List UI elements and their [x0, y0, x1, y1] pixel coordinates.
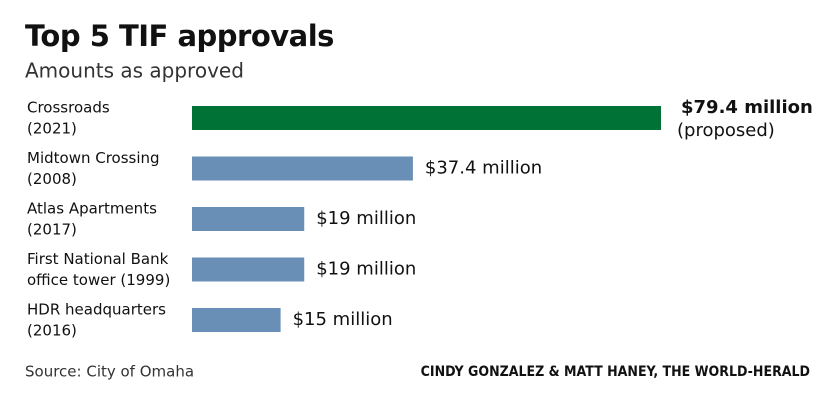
credit: CINDY GONZALEZ & MATT HANEY, THE WORLD-H… [421, 364, 810, 380]
category-label: (2017) [27, 221, 77, 239]
value-label: $15 million [293, 309, 393, 330]
source: Source: City of Omaha [25, 363, 194, 381]
category-label: (2016) [27, 322, 77, 340]
category-label: HDR headquarters [27, 301, 166, 319]
chart-title: Top 5 TIF approvals [25, 19, 334, 53]
value-label: $19 million [316, 259, 416, 280]
annotation: (proposed) [677, 120, 775, 141]
value-label: $19 million [316, 208, 416, 229]
category-label: Atlas Apartments [27, 200, 157, 218]
bar [192, 308, 281, 332]
category-label: Crossroads [27, 99, 110, 117]
category-label: (2008) [27, 170, 77, 188]
category-label: First National Bank [27, 250, 169, 268]
category-label: Midtown Crossing [27, 149, 160, 167]
bar [192, 257, 305, 282]
chart-subtitle: Amounts as approved [25, 59, 244, 83]
bar [192, 207, 305, 231]
category-label: (2021) [27, 120, 77, 138]
value-label: $79.4 million [681, 97, 813, 118]
bar [192, 106, 661, 130]
bar [192, 156, 413, 181]
value-label: $37.4 million [425, 158, 542, 179]
category-label: office tower (1999) [27, 271, 170, 289]
